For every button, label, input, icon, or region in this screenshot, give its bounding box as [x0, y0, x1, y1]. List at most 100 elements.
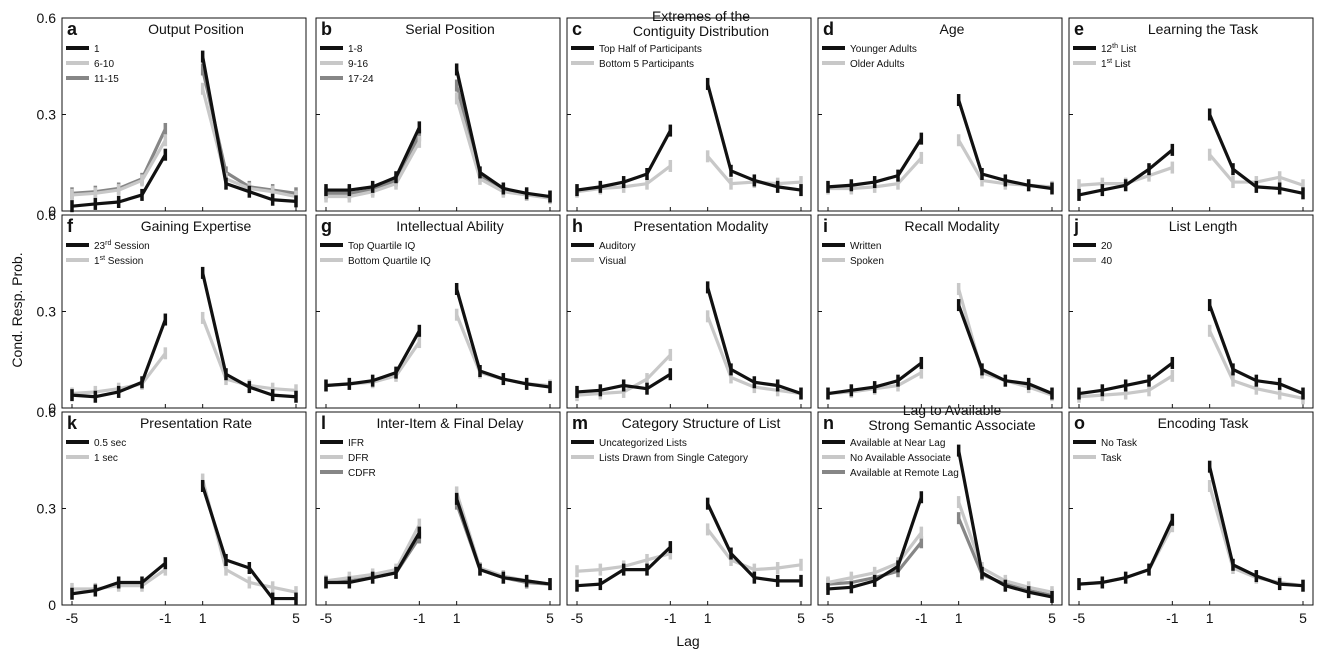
panel-title: Category Structure of List — [622, 415, 781, 431]
panel-letter: c — [572, 19, 582, 39]
panel-letter: m — [572, 413, 588, 433]
legend-label: Available at Remote Lag — [850, 468, 959, 479]
x-tick-label: 1 — [453, 610, 461, 626]
panel-letter: h — [572, 216, 583, 236]
panel-e: e Learning the Task 12th List 1st List — [1068, 17, 1314, 212]
x-axis-label: Lag — [676, 633, 699, 649]
legend-label: 1-8 — [348, 44, 363, 55]
panel-o: -5 -1 1 5 o Encoding Task No Task Task — [1068, 411, 1314, 626]
panel-title: Lag to Available — [903, 402, 1002, 418]
panel-b: b Serial Position 1-8 9-16 17-24 — [315, 17, 561, 212]
legend-label: Available at Near Lag — [850, 438, 945, 449]
panel-d: d Age Younger Adults Older Adults — [817, 17, 1063, 212]
x-tick-label: 5 — [1299, 610, 1307, 626]
panel-title: Inter-Item & Final Delay — [376, 415, 523, 431]
y-tick-label: 0.3 — [37, 501, 57, 517]
panel-m: -5 -1 1 5 m Category Structure of List Uncateg… — [566, 411, 812, 626]
x-tick-label: 1 — [1206, 610, 1214, 626]
panel-title: Intellectual Ability — [396, 218, 503, 234]
panel-title: Contiguity Distribution — [633, 23, 769, 39]
legend-label: 12th List — [1101, 43, 1137, 55]
x-tick-label: -5 — [1073, 610, 1086, 626]
legend-label: DFR — [348, 453, 369, 464]
x-tick-label: 5 — [292, 610, 300, 626]
panel-title: Encoding Task — [1158, 415, 1250, 431]
x-tick-label: -5 — [822, 610, 835, 626]
panel-letter: b — [321, 19, 332, 39]
x-tick-label: 1 — [199, 610, 207, 626]
legend-label: 6-10 — [94, 59, 114, 70]
legend-label: 1st Session — [94, 255, 143, 267]
x-tick-label: -5 — [66, 610, 79, 626]
panel-letter: n — [823, 413, 834, 433]
panel-f: 0 0.3 0.6 f Gaining Expertise 23rd Session 1st… — [37, 207, 307, 416]
legend-label: Lists Drawn from Single Category — [599, 453, 748, 464]
y-tick-label: 0.6 — [37, 10, 57, 26]
y-tick-label: 0 — [48, 400, 56, 416]
y-tick-label: 0.6 — [37, 207, 57, 223]
legend-label: Bottom Quartile IQ — [348, 256, 431, 267]
y-tick-label: 0.6 — [37, 404, 57, 420]
panel-a: 0 0.3 0.6 a Output Position 1 6-10 11-15 — [37, 10, 307, 219]
series-line-positive-lag — [1208, 466, 1304, 588]
panel-title: Strong Semantic Associate — [868, 417, 1036, 433]
x-tick-label: -1 — [1166, 610, 1179, 626]
legend-label: Bottom 5 Participants — [599, 59, 694, 70]
panel-l: -5 -1 1 5 l Inter-Item & Final Delay IFR DFR CDF… — [315, 411, 561, 626]
legend-label: IFR — [348, 438, 364, 449]
legend-label: 1 sec — [94, 453, 118, 464]
x-tick-label: 1 — [955, 610, 963, 626]
series-line-negative-lag — [326, 126, 421, 192]
panel-letter: j — [1073, 216, 1079, 236]
series-line-positive-lag — [201, 479, 297, 594]
panel-title: Recall Modality — [905, 218, 1000, 234]
y-tick-label: 0 — [48, 203, 56, 219]
panel-title: Age — [940, 21, 965, 37]
panel-letter: e — [1074, 19, 1084, 39]
series-line-positive-lag — [455, 69, 551, 199]
legend-label: 1 — [94, 44, 100, 55]
legend-label: Older Adults — [850, 59, 904, 70]
legend-label: 0.5 sec — [94, 438, 126, 449]
x-tick-label: -1 — [915, 610, 928, 626]
legend-label: 11-15 — [94, 74, 119, 85]
y-axis-label: Cond. Resp. Prob. — [9, 252, 25, 367]
legend-label: 1st List — [1101, 58, 1131, 70]
legend-label: 17-24 — [348, 74, 374, 85]
panel-title: Output Position — [148, 21, 244, 37]
legend-label: Spoken — [850, 256, 884, 267]
legend-label: Top Half of Participants — [599, 44, 702, 55]
panel-letter: a — [67, 19, 78, 39]
panel-title: Gaining Expertise — [141, 218, 252, 234]
x-tick-label: -5 — [320, 610, 333, 626]
panel-letter: f — [67, 216, 74, 236]
x-tick-label: -5 — [571, 610, 584, 626]
panel-title: Learning the Task — [1148, 21, 1259, 37]
panel-title: Extremes of the — [652, 8, 750, 24]
legend-label: No Task — [1101, 438, 1138, 449]
panel-title: List Length — [1169, 218, 1238, 234]
panel-letter: l — [321, 413, 326, 433]
legend-label: Visual — [599, 256, 626, 267]
panel-g: g Intellectual Ability Top Quartile IQ Bott… — [315, 214, 561, 409]
x-tick-label: -1 — [413, 610, 426, 626]
legend-label: CDFR — [348, 468, 376, 479]
legend-label: 40 — [1101, 256, 1113, 267]
series-line-positive-lag — [201, 272, 297, 399]
legend-label: Younger Adults — [850, 44, 917, 55]
panel-h: h Presentation Modality Auditory Visual — [566, 214, 812, 409]
series-line-positive-lag — [455, 288, 551, 389]
panel-letter: i — [823, 216, 828, 236]
x-tick-label: 1 — [704, 610, 712, 626]
panel-letter: g — [321, 216, 332, 236]
legend-label: Task — [1101, 453, 1123, 464]
series-line-positive-lag — [201, 56, 297, 203]
x-tick-label: -1 — [664, 610, 677, 626]
x-tick-label: 5 — [797, 610, 805, 626]
legend-label: 23rd Session — [94, 240, 150, 252]
panel-letter: d — [823, 19, 834, 39]
panel-letter: o — [1074, 413, 1085, 433]
